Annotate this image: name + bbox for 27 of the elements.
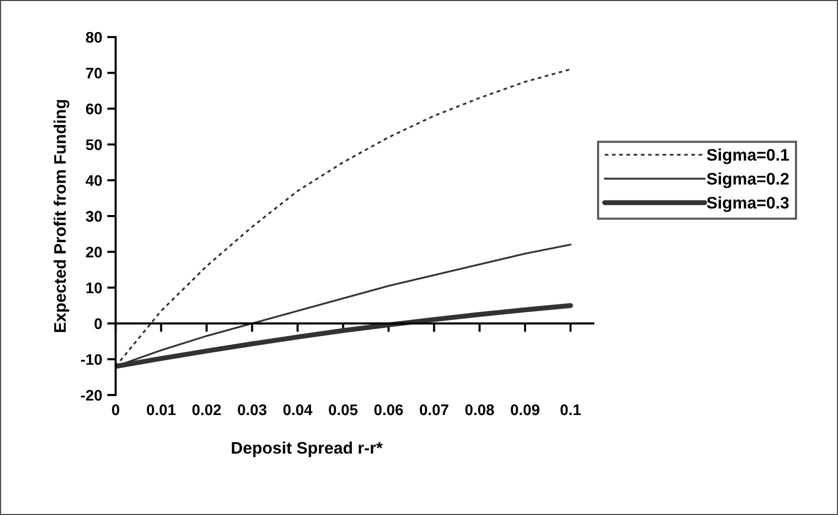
y-tick-label: 50 [86, 139, 102, 150]
y-axis-title: Expected Profit from Funding [54, 100, 70, 332]
x-tick-label: 0.07 [420, 404, 448, 416]
x-tick-label: 0.06 [374, 404, 403, 416]
y-tick-label: -20 [80, 390, 102, 401]
x-tick-label: 0 [112, 404, 120, 416]
text: Sigma=0.3 [706, 196, 789, 212]
y-tick-label: 40 [86, 175, 102, 186]
text: Sigma=0.2 [706, 172, 789, 188]
x-tick-label: 0.1 [560, 404, 581, 416]
x-tick-label: 0.05 [328, 404, 358, 416]
y-tick-label: 0 [94, 318, 102, 330]
y-tick-label: 80 [86, 32, 102, 43]
y-tick-label: 20 [86, 246, 102, 258]
x-axis-title: Deposit Spread r-r* [232, 442, 383, 458]
x-tick-label: 0.04 [283, 404, 312, 416]
y-tick-label: 60 [86, 104, 102, 114]
y-tick-label: 70 [86, 68, 102, 79]
text: Sigma=0.1 [706, 148, 789, 164]
y-tick-label: 30 [86, 210, 102, 222]
x-tick-label: 0.08 [465, 404, 494, 416]
y-tick-label: 10 [86, 282, 102, 294]
x-tick-label: 0.01 [146, 404, 176, 416]
x-tick-label: 0.02 [192, 404, 221, 416]
x-tick-label: 0.03 [238, 404, 266, 416]
y-tick-label: -10 [80, 354, 102, 365]
x-tick-label: 0.09 [510, 404, 540, 416]
